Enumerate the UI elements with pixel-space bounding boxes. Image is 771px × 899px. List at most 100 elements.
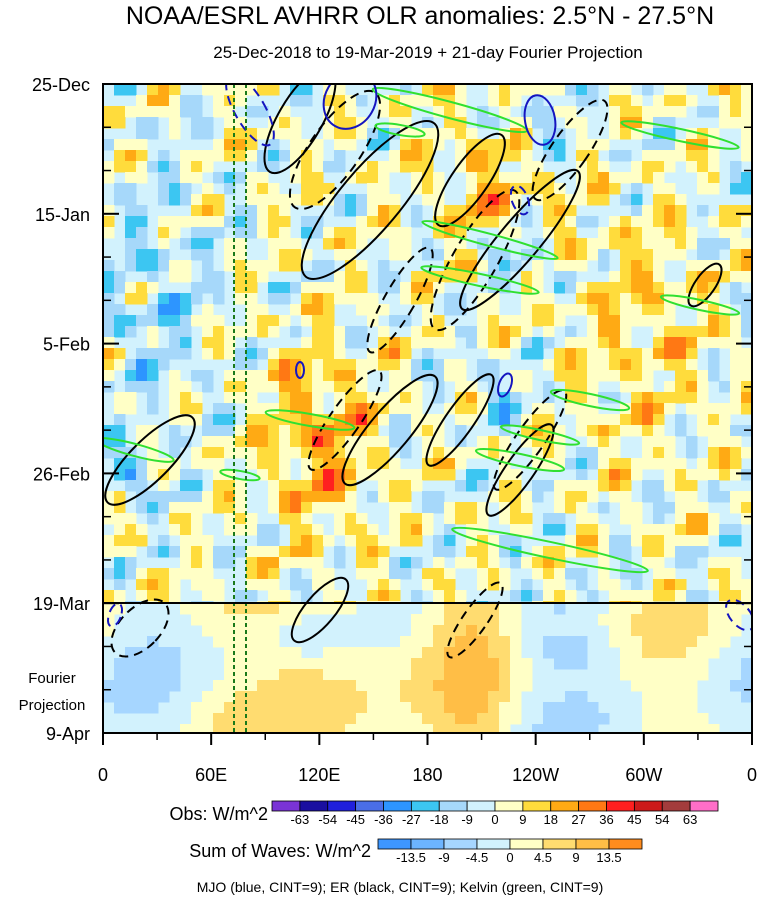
mjo-contour xyxy=(509,184,531,216)
er-contour xyxy=(459,168,581,312)
waves-legend-label: Sum of Waves: W/m^2 xyxy=(189,841,371,861)
er-contour xyxy=(341,373,439,487)
obs-colorbar-swatch xyxy=(578,800,607,812)
wave-contours xyxy=(103,84,752,659)
waves-colorbar-label: 9 xyxy=(572,850,579,865)
waves-colorbar-swatch xyxy=(377,838,412,850)
obs-colorbar-swatch xyxy=(383,800,412,812)
y-tick-label: 26-Feb xyxy=(33,464,90,484)
obs-colorbar-swatch xyxy=(661,800,691,812)
er-contour xyxy=(485,423,555,517)
kelvin-contour xyxy=(451,526,649,574)
kelvin-contour xyxy=(620,120,740,150)
kelvin-contour xyxy=(549,388,631,412)
kelvin-contour xyxy=(374,122,426,138)
obs-colorbar-swatch xyxy=(299,800,329,812)
obs-colorbar-swatch xyxy=(633,800,663,812)
er-contour xyxy=(425,373,495,467)
er-contour xyxy=(434,132,506,228)
mjo-contour xyxy=(497,372,513,398)
y-axis: 25-Dec 15-Jan 5-Feb 26-Feb 19-Mar 9-Apr xyxy=(32,75,752,744)
mjo-contour xyxy=(322,84,378,130)
obs-legend-label: Obs: W/m^2 xyxy=(170,804,268,824)
obs-colorbar-swatch xyxy=(271,800,301,812)
obs-colorbar-label: 36 xyxy=(599,812,613,827)
obs-colorbar-label: 18 xyxy=(544,812,558,827)
er-contour xyxy=(429,188,521,332)
obs-colorbar-swatch xyxy=(438,800,468,812)
obs-colorbar-swatch xyxy=(466,800,496,812)
obs-colorbar-label: 0 xyxy=(491,812,498,827)
y-tick-label: 25-Dec xyxy=(32,75,90,95)
waves-colorbar-label: 0 xyxy=(506,850,513,865)
obs-colorbar: -63 -54 -45 -36 -27 -18 -9 0 9 18 27 36 45 54 63 xyxy=(271,800,719,827)
obs-colorbar-label: -36 xyxy=(374,812,393,827)
obs-colorbar-label: 45 xyxy=(627,812,641,827)
waves-colorbar-swatch xyxy=(575,838,610,850)
obs-colorbar-label: -27 xyxy=(402,812,421,827)
x-axis: 0 60E 120E 180 120W 60W 0 xyxy=(98,733,757,785)
y-tick-label: 15-Jan xyxy=(35,205,90,225)
kelvin-contour xyxy=(659,294,741,316)
waves-colorbar-label: 13.5 xyxy=(596,850,621,865)
er-contour xyxy=(531,98,609,202)
y-tick-label: 5-Feb xyxy=(43,335,90,355)
obs-colorbar-label: 27 xyxy=(571,812,585,827)
obs-colorbar-label: 9 xyxy=(519,812,526,827)
kelvin-contour xyxy=(421,219,559,261)
obs-colorbar-label: -45 xyxy=(346,812,365,827)
obs-colorbar-swatch xyxy=(410,800,440,812)
mjo-contour xyxy=(225,84,275,147)
waves-colorbar-swatch xyxy=(476,838,511,850)
er-contour xyxy=(446,581,504,659)
y-tick-label: 9-Apr xyxy=(46,724,90,744)
kelvin-contour xyxy=(219,468,261,482)
er-contour xyxy=(687,262,723,308)
kelvin-contour xyxy=(420,265,540,295)
chart-title: NOAA/ESRL AVHRR OLR anomalies: 2.5°N - 2… xyxy=(126,2,714,30)
obs-colorbar-label: 54 xyxy=(655,812,669,827)
waves-colorbar-label: -9 xyxy=(438,850,450,865)
obs-colorbar-label: 63 xyxy=(683,812,697,827)
mjo-contour xyxy=(523,94,557,146)
kelvin-contour xyxy=(499,424,581,446)
waves-colorbar-label: 4.5 xyxy=(534,850,552,865)
x-tick-label: 0 xyxy=(747,765,757,785)
er-contour xyxy=(263,84,337,175)
x-tick-label: 60W xyxy=(625,765,662,785)
er-contour xyxy=(492,389,568,491)
chart-subtitle: 25-Dec-2018 to 19-Mar-2019 + 21-day Four… xyxy=(213,43,642,62)
waves-colorbar-swatch xyxy=(410,838,445,850)
obs-colorbar-label: -9 xyxy=(461,812,473,827)
waves-colorbar-swatch xyxy=(443,838,478,850)
er-contour xyxy=(290,576,350,644)
x-tick-label: 180 xyxy=(412,765,442,785)
obs-colorbar-swatch xyxy=(522,800,552,812)
er-contour xyxy=(300,120,440,280)
fourier-projection-field xyxy=(103,603,752,733)
waves-colorbar-swatch xyxy=(509,838,544,850)
waves-colorbar: -13.5 -9 -4.5 0 4.5 9 13.5 xyxy=(377,838,643,865)
chart-footer: MJO (blue, CINT=9); ER (black, CINT=9); … xyxy=(197,879,604,895)
mjo-contour xyxy=(295,361,305,379)
er-contour xyxy=(288,89,382,211)
waves-colorbar-swatch xyxy=(608,838,643,850)
er-contour xyxy=(110,598,170,658)
projection-label-line1: Fourier xyxy=(28,670,76,687)
obs-colorbar-label: -63 xyxy=(290,812,309,827)
mjo-contour xyxy=(107,602,123,628)
obs-colorbar-swatch xyxy=(494,800,524,812)
obs-colorbar-label: -18 xyxy=(430,812,449,827)
projection-label-line2: Projection xyxy=(19,697,86,714)
waves-colorbar-label: -13.5 xyxy=(396,850,426,865)
kelvin-contour xyxy=(264,409,356,431)
kelvin-contour xyxy=(103,437,175,463)
obs-colorbar-swatch xyxy=(606,800,635,812)
obs-colorbar-label: -54 xyxy=(318,812,337,827)
kelvin-contour xyxy=(474,447,566,473)
er-contour xyxy=(366,246,434,354)
waves-colorbar-swatch xyxy=(542,838,577,850)
obs-colorbar-swatch xyxy=(327,800,357,812)
er-contour xyxy=(104,414,196,506)
